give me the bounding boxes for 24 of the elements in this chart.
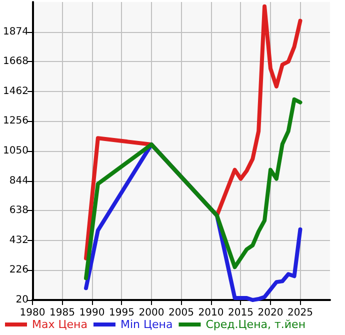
x-tick-label: 1995 (108, 308, 134, 318)
legend-label: Сред.Цена, т.йен (206, 318, 306, 331)
y-tick-label: 844 (9, 175, 28, 186)
x-tick-label: 2000 (138, 308, 164, 318)
y-tick-label: 20 (16, 294, 28, 306)
x-tick-label: 2020 (258, 308, 284, 318)
legend-label: Max Цена (32, 318, 88, 331)
x-tick-label: 1990 (79, 308, 105, 318)
y-tick-label: 1050 (2, 146, 28, 156)
x-tick-label: 2010 (198, 308, 224, 318)
x-tick-label: 2015 (228, 308, 254, 318)
y-tick-label: 226 (9, 264, 28, 276)
x-tick-label: 1980 (20, 308, 46, 318)
y-tick-label: 1462 (2, 86, 28, 97)
y-tick-label: 1668 (2, 56, 28, 68)
x-tick-label: 2005 (168, 308, 194, 318)
y-tick-label: 1874 (2, 26, 28, 38)
legend-label: Min Цена (120, 318, 173, 331)
x-tick-label: 2025 (288, 308, 313, 318)
x-tick-label: 1985 (49, 308, 75, 318)
y-tick-label: 638 (9, 205, 28, 216)
y-tick-label: 1256 (2, 116, 28, 127)
line-series (84, 97, 302, 280)
y-tick-label: 432 (9, 234, 28, 246)
